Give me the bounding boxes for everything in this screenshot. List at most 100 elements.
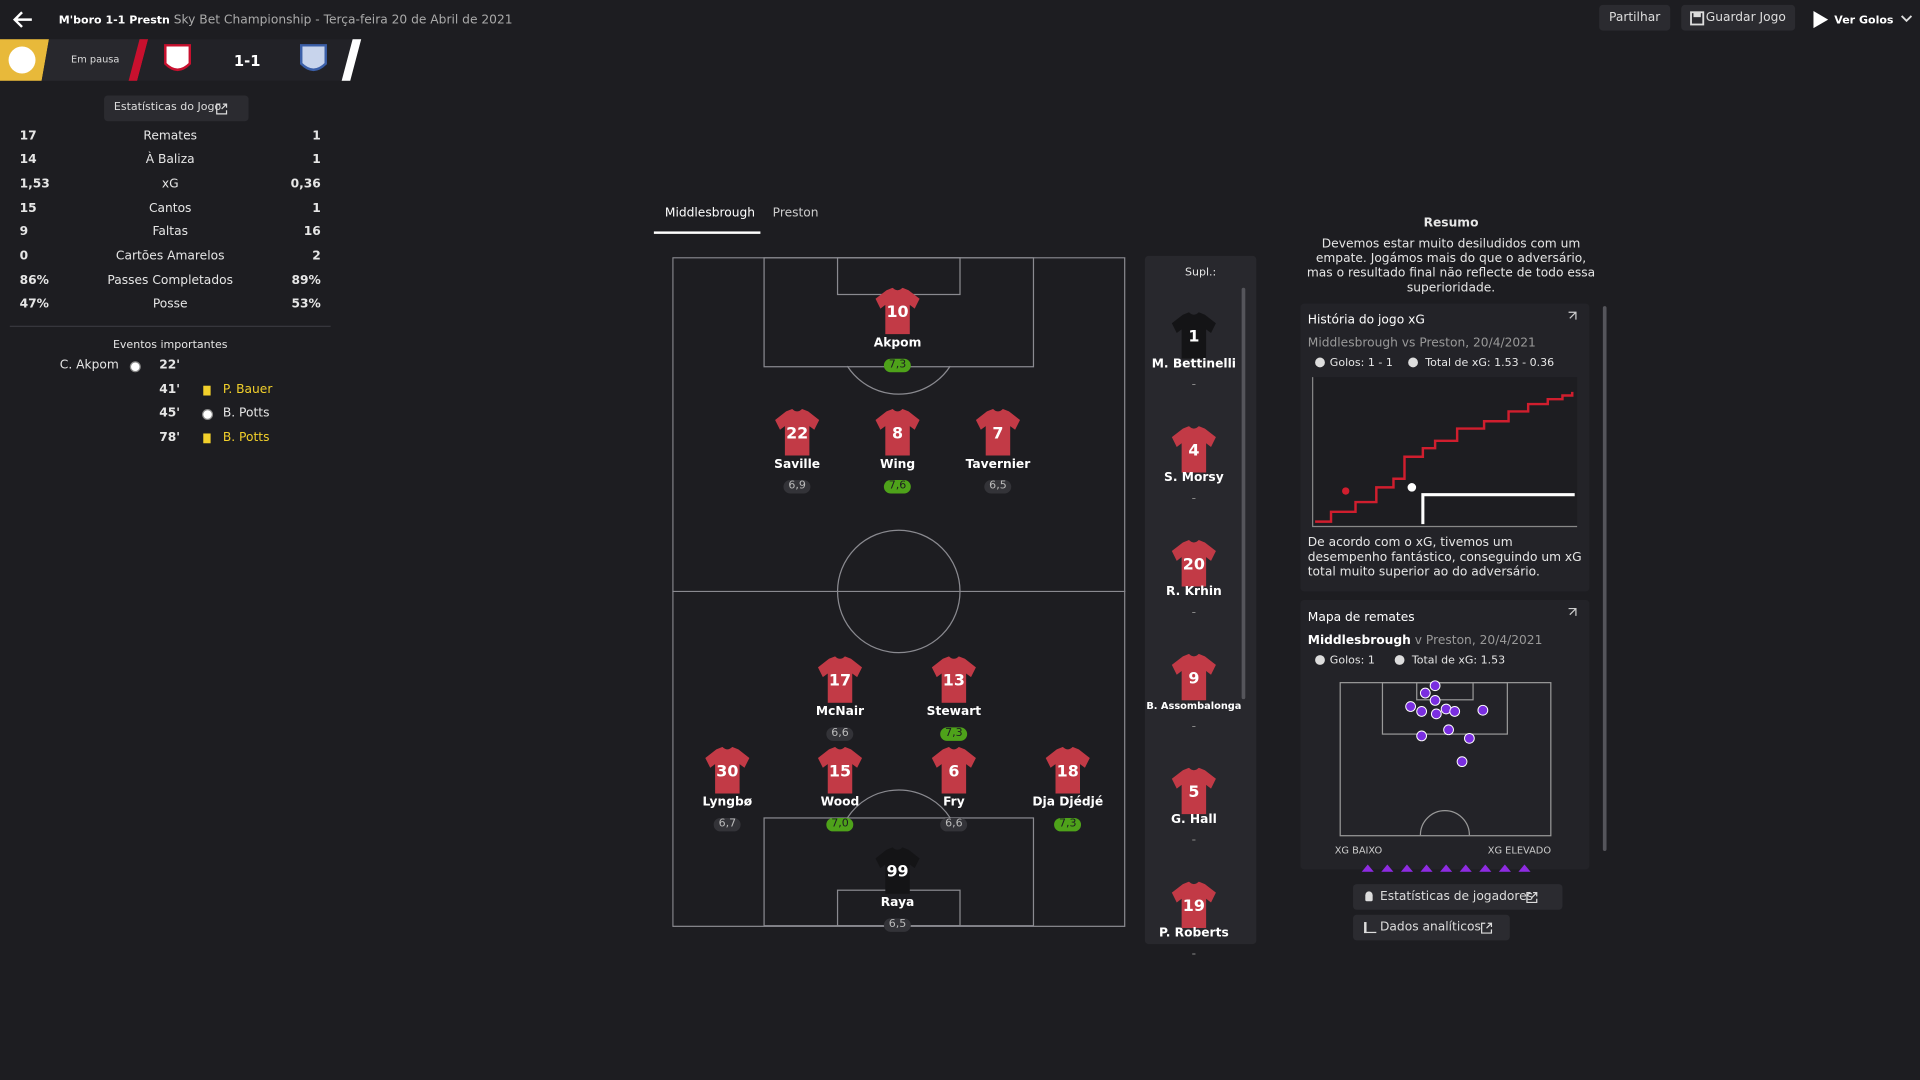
player-rating: 7,0 xyxy=(826,817,854,832)
event-minute: 45' xyxy=(159,406,181,421)
shirt-number: 6 xyxy=(948,761,959,780)
analytics-button[interactable]: Dados analíticos xyxy=(1353,914,1511,941)
stat-home: 14 xyxy=(19,153,37,167)
shirt[interactable]: 15 xyxy=(817,746,864,794)
stat-home: 47% xyxy=(19,297,49,312)
divider xyxy=(9,325,331,327)
player-name: Fry xyxy=(943,795,965,810)
shirt[interactable]: 10 xyxy=(874,287,921,335)
subs-title: Supl.: xyxy=(1184,266,1217,280)
player-name: Saville xyxy=(774,457,821,472)
goal-icon xyxy=(129,361,141,373)
shirt[interactable]: 22 xyxy=(774,408,821,456)
shot-map-total: Total de xG: 1.53 xyxy=(1411,655,1506,668)
stat-home: 15 xyxy=(19,202,37,216)
home-short: M'boro xyxy=(58,14,102,27)
xg-low-label: XG BAIXO xyxy=(1334,844,1383,856)
player-rating: 7,3 xyxy=(883,358,912,373)
shirt[interactable]: 17 xyxy=(817,656,864,703)
player-rating: 6,6 xyxy=(940,817,968,832)
shirt[interactable]: 13 xyxy=(931,656,978,703)
right-scrollbar[interactable] xyxy=(1602,306,1607,852)
player-rating: 6,7 xyxy=(713,817,742,832)
play-icon xyxy=(1813,11,1829,29)
back-button[interactable] xyxy=(10,7,37,31)
shirt-number: 19 xyxy=(1183,896,1205,915)
tab-home[interactable]: Middlesbrough xyxy=(664,206,756,221)
sub-rating: - xyxy=(1191,833,1197,848)
sub-rating: - xyxy=(1191,947,1197,962)
goal-icon xyxy=(202,408,214,421)
player-rating: 6,5 xyxy=(984,480,1012,494)
score: 1-1 xyxy=(233,52,261,70)
card-icon xyxy=(203,385,211,396)
tab-away[interactable]: Preston xyxy=(772,206,819,221)
sub-name: P. Roberts xyxy=(1158,926,1229,941)
stat-home: 0 xyxy=(19,249,29,264)
shirt[interactable]: 30 xyxy=(704,746,751,794)
away-short: Prestn xyxy=(129,14,170,27)
stat-home: 86% xyxy=(19,274,49,288)
sub-rating: - xyxy=(1191,492,1197,506)
player-name: Lyngbø xyxy=(702,795,753,810)
player-name: Akpom xyxy=(873,336,922,351)
stat-label: Posse xyxy=(152,297,188,312)
player-name: Wing xyxy=(879,457,916,472)
match-subtitle: Sky Bet Championship - Terça-feira 20 de… xyxy=(173,13,513,27)
player-name: Stewart xyxy=(926,705,982,719)
shirt[interactable]: 1 xyxy=(1171,312,1218,359)
shirt[interactable]: 19 xyxy=(1171,881,1218,929)
stat-away: 89% xyxy=(291,274,321,288)
goals-button[interactable]: Ver Golos xyxy=(1834,14,1894,27)
shirt[interactable]: 18 xyxy=(1044,746,1091,794)
chevron xyxy=(1900,15,1913,23)
sub-rating: - xyxy=(1191,606,1197,620)
share-button[interactable]: Partilhar xyxy=(1599,4,1671,31)
tab[interactable]: Middlesbrough xyxy=(654,207,766,222)
shirt[interactable]: 4 xyxy=(1171,426,1218,473)
events-title: Eventos importantes xyxy=(112,339,228,352)
sub-name: S. Morsy xyxy=(1164,471,1224,485)
stats-button[interactable]: Estatísticas do Jogo xyxy=(104,95,249,122)
player-name: Tavernier xyxy=(965,457,1031,472)
player-rating: 7,3 xyxy=(1054,817,1082,832)
stat-home: 17 xyxy=(19,129,37,144)
scrollbar[interactable] xyxy=(1241,287,1246,700)
shirt-number: 10 xyxy=(886,302,908,321)
shot-map xyxy=(1315,607,1577,872)
shirt[interactable]: 5 xyxy=(1171,767,1218,815)
external-icon xyxy=(216,103,228,115)
scoreboard xyxy=(0,39,362,81)
shirt[interactable]: 6 xyxy=(931,746,978,794)
stat-away: 2 xyxy=(312,249,321,264)
shirt-number: 8 xyxy=(892,423,903,442)
player-name: Wood xyxy=(820,795,860,810)
shirt[interactable]: 20 xyxy=(1171,540,1218,587)
xg-subtitle: Middlesbrough vs Preston, 20/4/2021 xyxy=(1307,336,1536,351)
event-minute: 41' xyxy=(159,383,181,397)
shot-map-team: Middlesbrough xyxy=(1307,634,1411,648)
shirt-number: 15 xyxy=(829,761,851,780)
match-status: Em pausa xyxy=(71,53,120,65)
shirt-number: 9 xyxy=(1188,668,1199,687)
event-minute: 22' xyxy=(159,358,181,373)
shirt[interactable]: 9 xyxy=(1171,653,1218,701)
shirt-number: 30 xyxy=(716,761,738,780)
player-rating: 6,9 xyxy=(783,480,811,494)
shirt[interactable]: 7 xyxy=(975,408,1022,456)
stat-home: 1,53 xyxy=(19,177,50,192)
save-button[interactable]: Guardar Jogo xyxy=(1681,4,1796,31)
shirt[interactable]: 8 xyxy=(874,408,921,456)
shirt-number: 1 xyxy=(1188,327,1199,346)
shot-map-title: Mapa de remates xyxy=(1307,611,1415,625)
stat-label: xG xyxy=(161,177,179,192)
shirt-number: 17 xyxy=(829,671,851,690)
stat-away: 1 xyxy=(312,202,321,216)
shirt-number: 20 xyxy=(1183,554,1205,573)
sub-name: G. Hall xyxy=(1170,813,1217,827)
card-icon xyxy=(203,433,211,444)
stat-away: 0,36 xyxy=(290,177,321,192)
sub-rating: - xyxy=(1191,378,1197,392)
stat-away: 1 xyxy=(312,153,321,167)
shirt[interactable]: 99 xyxy=(874,847,921,894)
